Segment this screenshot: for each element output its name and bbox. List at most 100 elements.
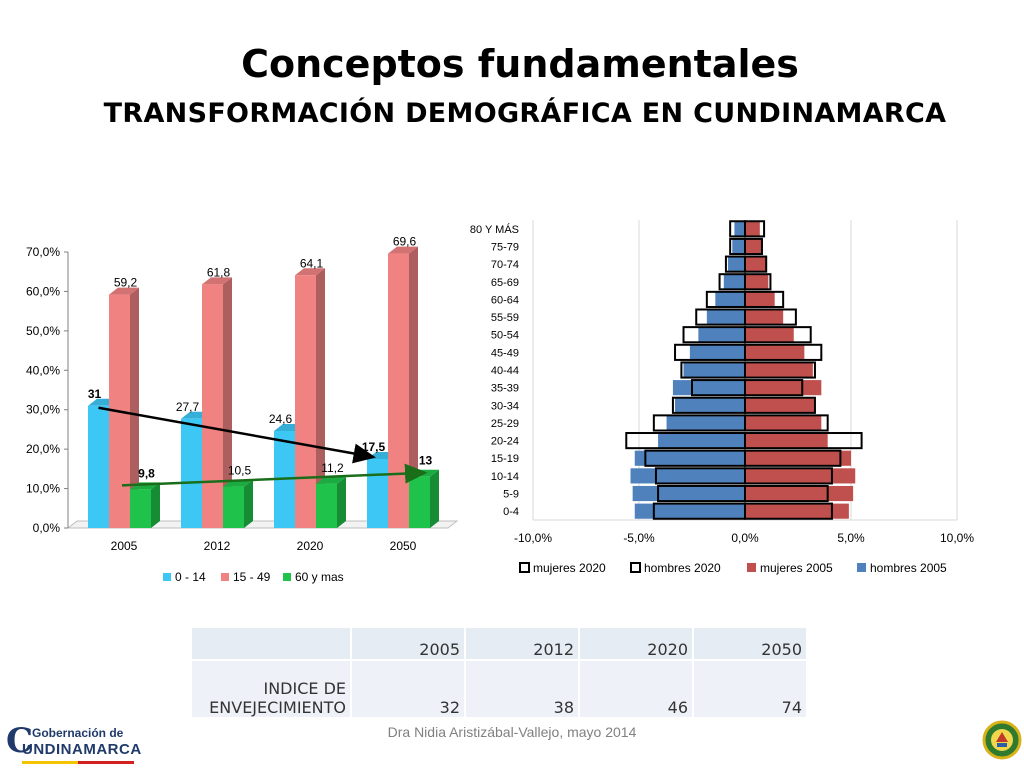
legend-label: mujeres 2020 [533, 561, 606, 575]
x-tick-label: 5,0% [837, 531, 865, 545]
bar-top [316, 476, 346, 484]
bar-hombres-2005 [723, 274, 745, 290]
legend-swatch [630, 562, 641, 573]
bar-mujeres-2005 [745, 327, 794, 343]
data-label: 61,8 [207, 265, 231, 279]
data-label: 27,7 [176, 400, 200, 414]
bar-mujeres-2020 [744, 484, 829, 503]
legend-label: mujeres 2005 [760, 561, 833, 575]
trend-arrow-60-plus [121, 463, 428, 487]
bar-hombres-2005 [634, 503, 745, 519]
y-tick-label: 40,0% [26, 363, 60, 377]
age-group-label: 15-19 [491, 453, 519, 465]
legend-swatch [221, 573, 229, 581]
bar-60ymas [316, 483, 337, 528]
logo-flag-bar [22, 761, 134, 764]
legend-label: 60 y mas [295, 570, 344, 584]
bar-mujeres-2005 [745, 362, 813, 378]
table-year-2020: 2020 [578, 626, 694, 661]
bar-hombres-2005 [632, 485, 745, 502]
y-tick-label: 10,0% [26, 482, 60, 496]
legend-swatch [163, 573, 171, 581]
bar-hombres-2005 [634, 450, 745, 466]
aging-index-label-line2: ENVEJECIMIENTO [209, 698, 346, 717]
bar-hombres-2005 [715, 291, 745, 307]
legend-swatch [857, 563, 866, 572]
bar-top [295, 268, 325, 276]
bar-60ymas [409, 476, 430, 528]
table-corner-cell [190, 626, 352, 661]
age-group-label: 5-9 [503, 489, 519, 501]
age-group-label: 50-54 [491, 330, 519, 342]
bar-mujeres-2005 [745, 291, 775, 307]
bar-mujeres-2005 [745, 397, 815, 413]
x-tick-label: 2020 [297, 539, 324, 553]
legend-label: hombres 2020 [644, 561, 721, 575]
data-label: 69,6 [393, 235, 417, 249]
bar-mujeres-2020 [744, 432, 863, 450]
table-row: INDICE DE ENVEJECIMIENTO 32 38 46 74 [190, 659, 808, 719]
y-tick-label: 0,0% [33, 521, 61, 535]
bar-mujeres-2005 [745, 415, 822, 431]
bar-mujeres-2020 [744, 379, 804, 397]
data-label: 64,1 [300, 256, 324, 270]
table-year-2005: 2005 [350, 626, 466, 661]
bar-side [151, 482, 160, 528]
bar-mujeres-2020 [744, 273, 772, 291]
age-group-label: 10-14 [491, 471, 519, 483]
bar-mujeres-2020 [744, 326, 812, 344]
data-label: 59,2 [114, 276, 138, 290]
x-tick-label: 2050 [390, 539, 417, 553]
bar-60ymas [130, 489, 151, 528]
bar-hombres-2005 [734, 221, 745, 237]
bar-hombres-2005 [706, 309, 745, 325]
x-tick-label: 2012 [204, 539, 231, 553]
age-group-label: 25-29 [491, 418, 519, 430]
bar-hombres-2005 [666, 415, 745, 431]
y-tick-label: 20,0% [26, 442, 60, 456]
bar-mujeres-2005 [745, 503, 849, 519]
legend-label: hombres 2005 [870, 561, 947, 575]
legend-swatch [747, 563, 756, 572]
bar-side [430, 469, 439, 528]
legend-swatch [283, 573, 291, 581]
age-group-bar-chart: 0,0% 10,0% 20,0% 30,0% 40,0% 50,0% 60,0% 70,0% 3… [26, 235, 459, 584]
bar-mujeres-2005 [745, 468, 856, 484]
age-group-label: 45-49 [491, 347, 519, 359]
bar-side [223, 277, 232, 528]
logo-top-text: Gobernación de [32, 726, 124, 740]
bar-15-49 [295, 275, 316, 528]
data-label: 13 [419, 454, 433, 468]
slide-title: Conceptos fundamentales [241, 42, 799, 86]
bar-side [316, 268, 325, 528]
bar-hombres-2005 [683, 362, 745, 378]
bar-mujeres-2005 [745, 380, 822, 396]
bar-hombres-2005 [698, 327, 745, 343]
y-tick-label: 60,0% [26, 284, 60, 298]
bar-mujeres-2020 [744, 449, 842, 467]
data-label: 24,6 [269, 412, 293, 426]
bar-mujeres-2020 [744, 220, 766, 238]
age-group-label: 65-69 [491, 277, 519, 289]
bar-mujeres-2020 [744, 290, 785, 308]
bar-side [130, 287, 139, 528]
bar-hombres-2005 [728, 256, 745, 272]
aging-value-2012: 38 [464, 659, 580, 719]
bar-hombres-2005 [672, 380, 745, 396]
data-label: 9,8 [138, 466, 155, 480]
aging-value-2020: 46 [578, 659, 694, 719]
bar-mujeres-2005 [745, 450, 851, 466]
department-crest-icon [982, 720, 1022, 760]
bar-hombres-2005 [658, 433, 745, 449]
table-year-2050: 2050 [692, 626, 808, 661]
bar-top [202, 277, 232, 285]
bar-mujeres-2005 [745, 274, 769, 290]
bar-hombres-2005 [675, 397, 745, 413]
gobernacion-logo: C Gobernación de UNDINAMARCA [6, 724, 141, 768]
bar-mujeres-2005 [745, 238, 762, 255]
bar-hombres-2005 [689, 344, 745, 360]
bar-hombres-2005 [630, 468, 745, 484]
bar-mujeres-2020 [744, 361, 816, 379]
bar-15-49 [202, 284, 223, 528]
aging-index-table: 2005 2012 2020 2050 INDICE DE ENVEJECIMI… [190, 626, 808, 719]
